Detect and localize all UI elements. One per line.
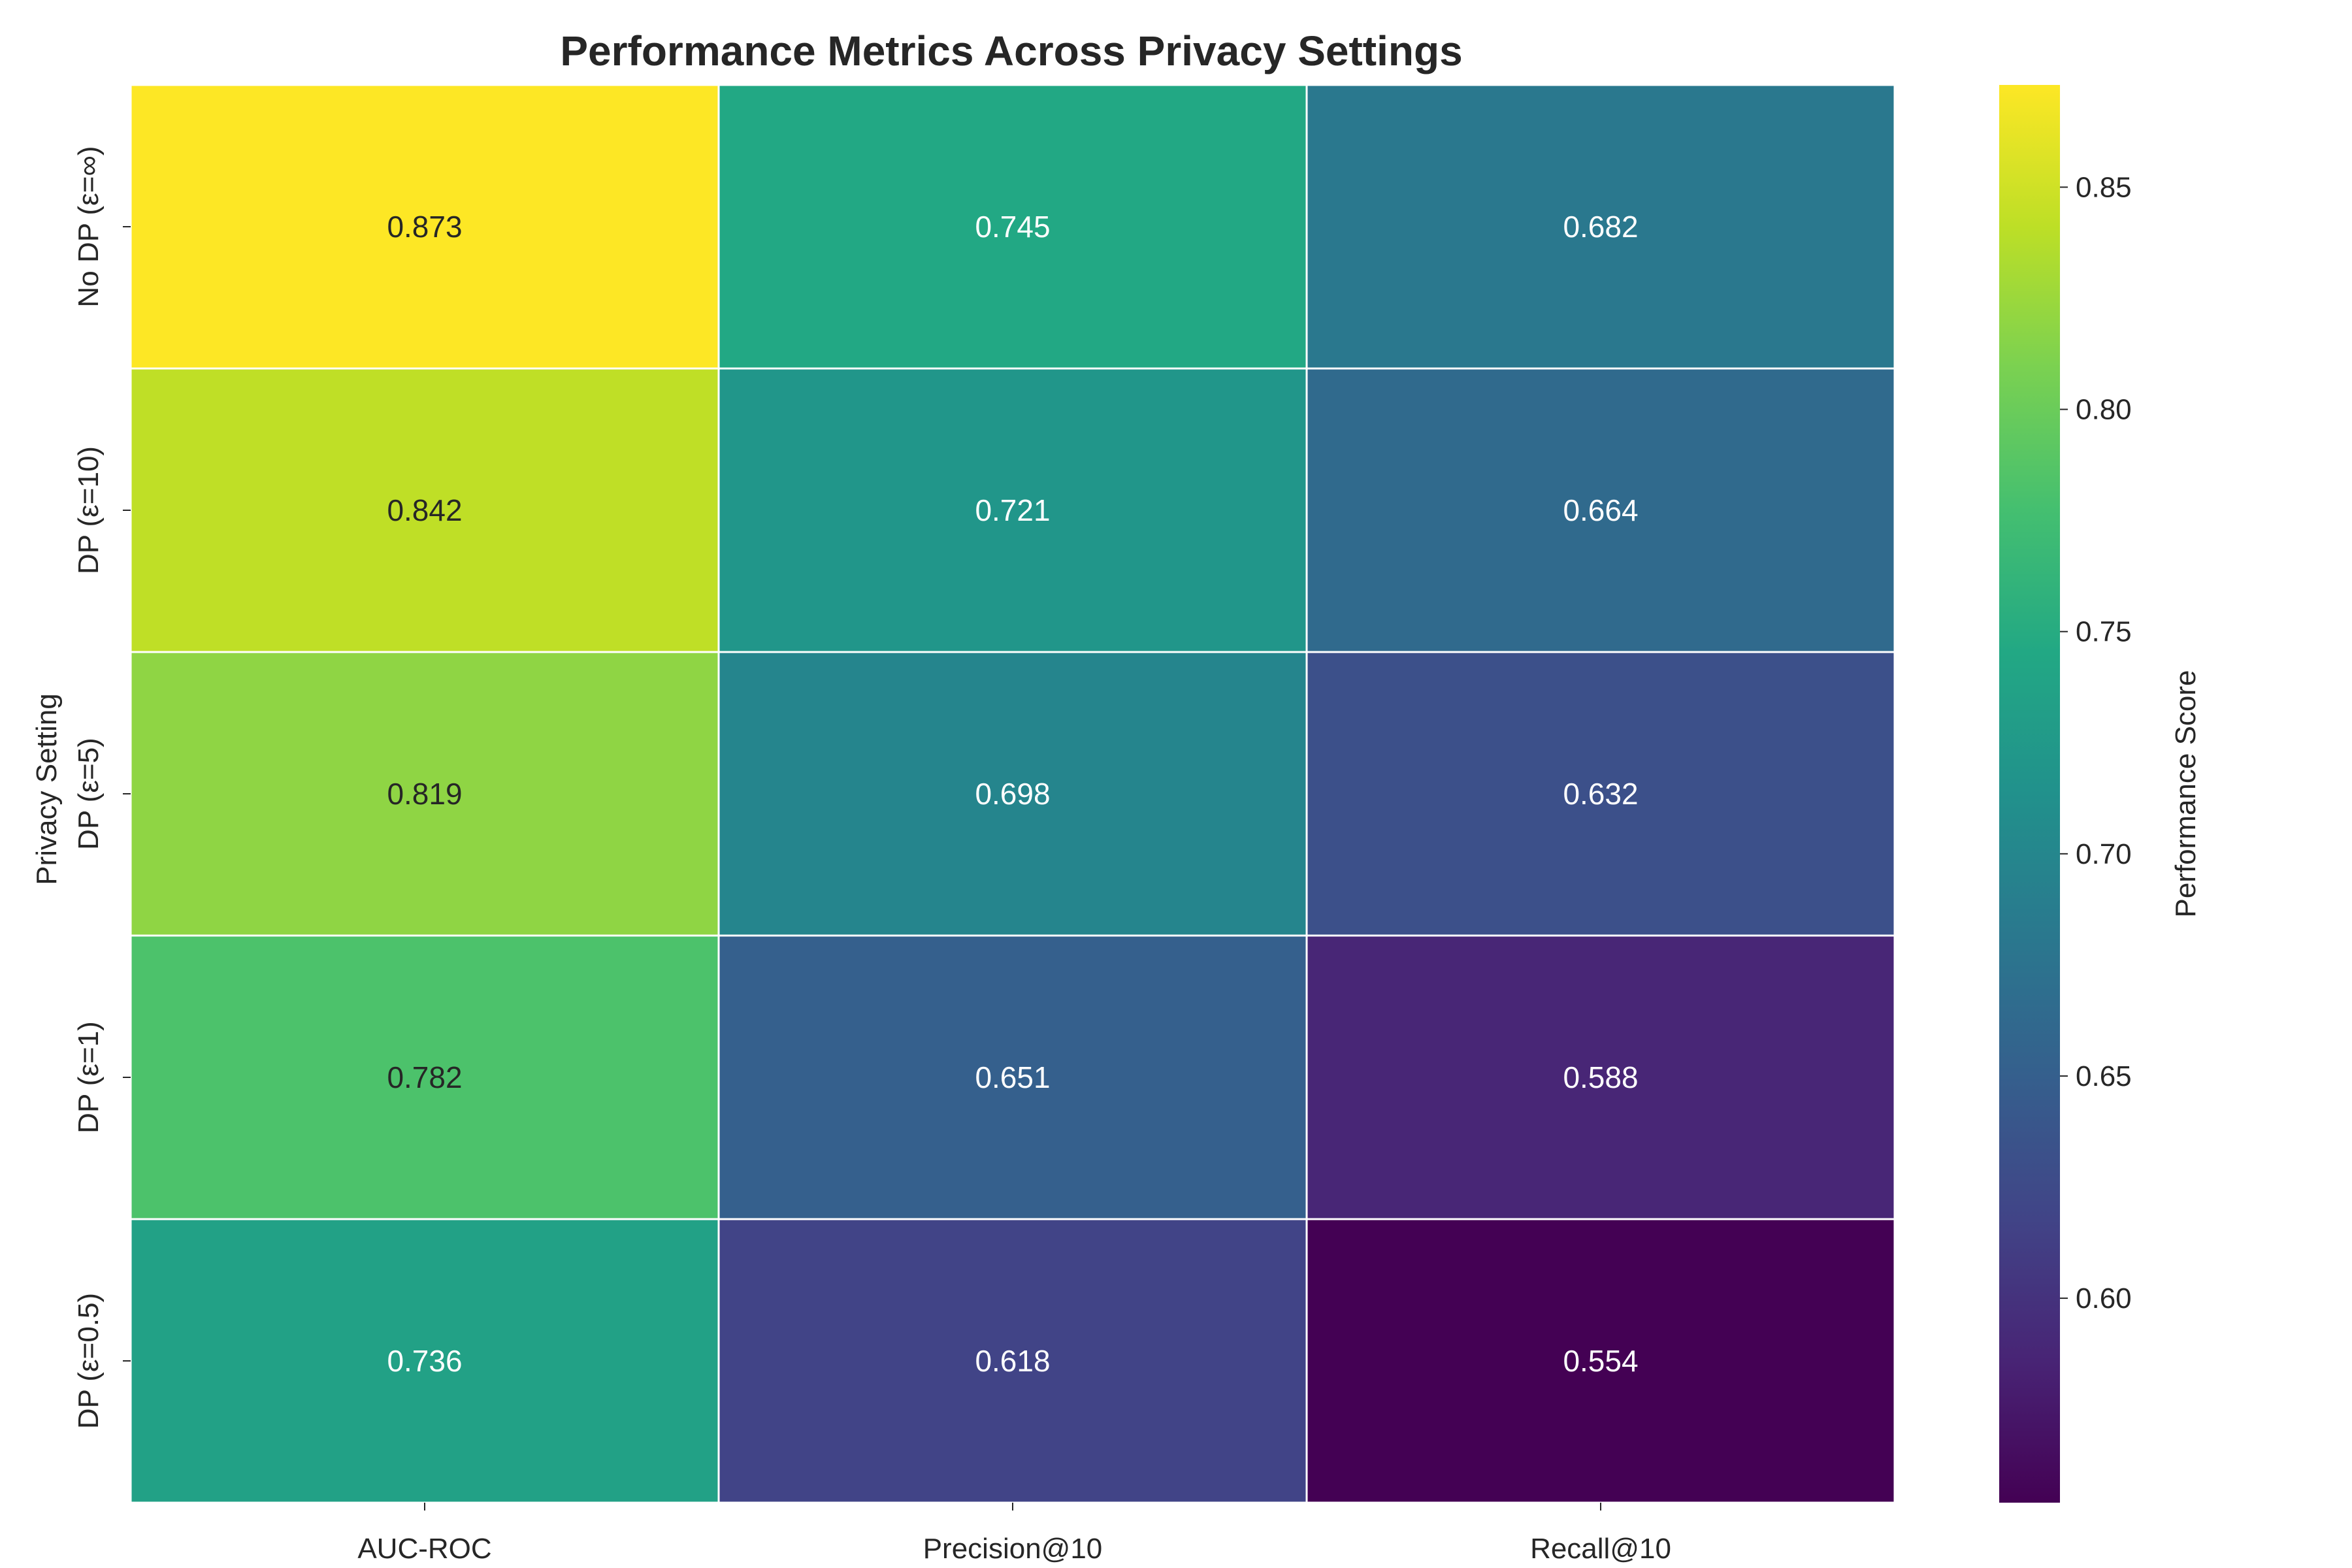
- cell-value-label: 0.618: [975, 1344, 1050, 1378]
- colorbar-tick-label: 0.60: [2076, 1282, 2132, 1315]
- cell-annotations: 0.873 0.745 0.682 0.842 0.721 0.664 0.819 0.698…: [387, 210, 1638, 1378]
- cell-value-label: 0.651: [975, 1060, 1050, 1094]
- heatmap-cell: [129, 84, 720, 370]
- x-tick-labels: AUC-ROC Precision@10 Recall@10: [357, 1503, 1671, 1565]
- y-axis-label: Privacy Setting: [31, 693, 63, 885]
- colorbar-tick-label: 0.65: [2076, 1060, 2132, 1092]
- heatmap-cell: [129, 934, 720, 1220]
- cell-value-label: 0.682: [1563, 210, 1638, 244]
- heatmap-cell: [1305, 1218, 1896, 1504]
- colorbar-gradient: [1999, 85, 2060, 1503]
- colorbar-tick-label: 0.75: [2076, 616, 2132, 648]
- heatmap-cell: [717, 651, 1308, 937]
- cell-value-label: 0.873: [387, 210, 462, 244]
- x-tick-label: Recall@10: [1530, 1533, 1671, 1565]
- heatmap-cell: [717, 367, 1308, 653]
- y-tick-label: DP (ε=10): [73, 446, 105, 574]
- cell-value-label: 0.842: [387, 493, 462, 527]
- cell-value-label: 0.721: [975, 493, 1050, 527]
- cell-value-label: 0.664: [1563, 493, 1638, 527]
- cell-value-label: 0.819: [387, 777, 462, 811]
- cell-value-label: 0.745: [975, 210, 1050, 244]
- cell-value-label: 0.588: [1563, 1060, 1638, 1094]
- heatmap-cell: [1305, 367, 1896, 653]
- colorbar-ticks: 0.60 0.65 0.70 0.75 0.80 0.85: [2060, 171, 2132, 1315]
- heatmap-cell: [1305, 84, 1896, 370]
- cell-value-label: 0.632: [1563, 777, 1638, 811]
- heatmap-cell: [129, 651, 720, 937]
- y-tick-label: DP (ε=5): [73, 738, 105, 850]
- cell-value-label: 0.698: [975, 777, 1050, 811]
- heatmap-cell: [129, 367, 720, 653]
- colorbar: 0.60 0.65 0.70 0.75 0.80 0.85 Performance Sco…: [1999, 85, 2202, 1503]
- cell-value-label: 0.736: [387, 1344, 462, 1378]
- heatmap-cells: [129, 84, 1896, 1504]
- y-tick-label: DP (ε=1): [73, 1021, 105, 1134]
- y-tick-label: No DP (ε=∞): [73, 146, 105, 307]
- colorbar-tick-label: 0.85: [2076, 171, 2132, 203]
- cell-value-label: 0.554: [1563, 1344, 1638, 1378]
- x-tick-label: Precision@10: [923, 1533, 1103, 1565]
- heatmap-cell: [129, 1218, 720, 1504]
- colorbar-tick-label: 0.80: [2076, 394, 2132, 426]
- cell-value-label: 0.782: [387, 1060, 462, 1094]
- chart-title: Performance Metrics Across Privacy Setti…: [560, 27, 1462, 74]
- y-tick-label: DP (ε=0.5): [73, 1293, 105, 1429]
- heatmap-cell: [1305, 934, 1896, 1220]
- heatmap-cell: [717, 84, 1308, 370]
- x-tick-label: AUC-ROC: [357, 1533, 491, 1565]
- y-tick-labels: No DP (ε=∞) DP (ε=10) DP (ε=5) DP (ε=1) DP (…: [73, 146, 131, 1429]
- colorbar-tick-label: 0.70: [2076, 838, 2132, 870]
- colorbar-label: Performance Score: [2170, 670, 2202, 917]
- heatmap-cell: [717, 1218, 1308, 1504]
